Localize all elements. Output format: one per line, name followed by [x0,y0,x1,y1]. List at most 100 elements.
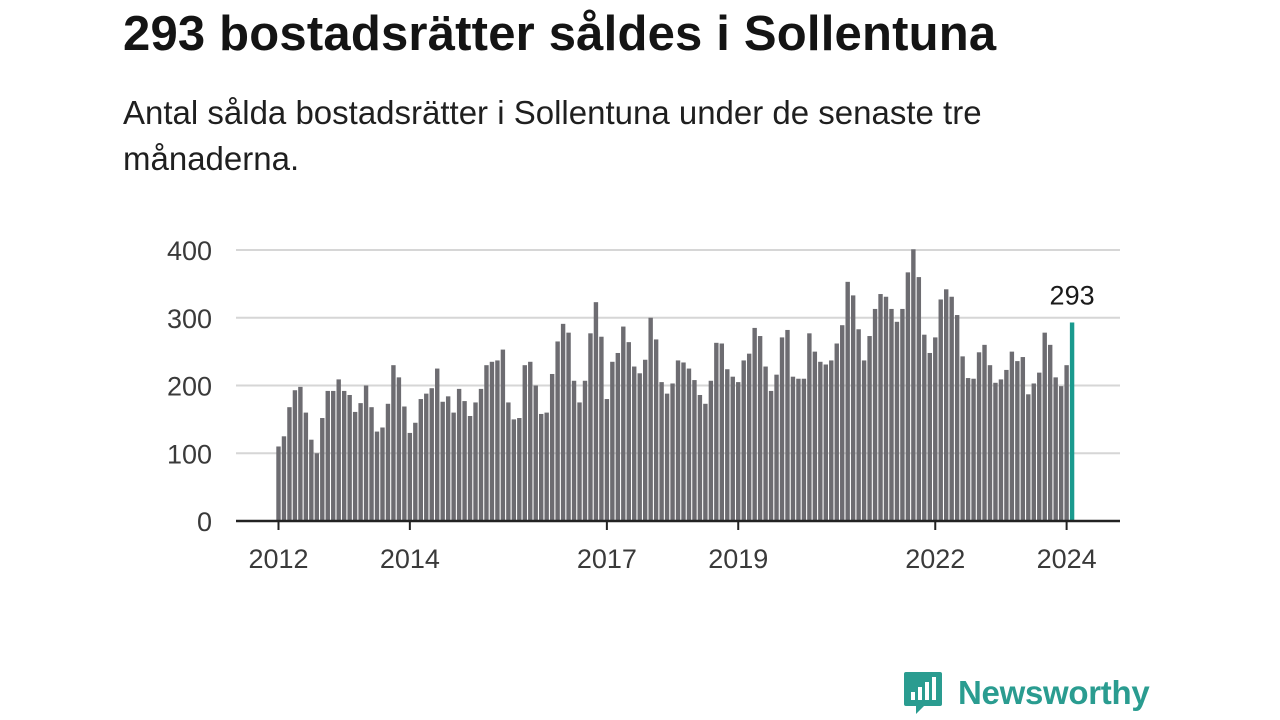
bar [1004,369,1009,521]
bar [933,337,938,521]
bar [845,281,850,521]
bar [473,402,478,521]
bar [818,361,823,521]
bar [407,432,413,521]
bar [922,334,927,521]
bar [1058,386,1064,521]
bar [993,382,998,521]
y-tick-label: 300 [167,304,212,334]
bar [347,394,352,521]
bar [982,344,987,521]
bar [960,356,965,521]
bar [380,427,385,521]
bar [763,366,768,521]
bar [642,359,648,521]
bar [867,336,872,521]
bar [298,386,303,521]
bar [435,368,440,521]
bar [856,329,861,521]
bar [369,407,374,521]
chart-subtitle: Antal sålda bostadsrätter i Sollentuna u… [123,94,982,177]
bar [484,365,489,521]
bar [582,380,588,521]
bar [456,388,462,521]
bar [719,343,725,521]
bar [1031,383,1036,521]
newsworthy-brand[interactable]: Newsworthy [902,670,1150,716]
bar [807,333,812,521]
bar [374,431,380,521]
bar [730,376,735,521]
y-tick-label: 100 [167,439,212,469]
bar [746,353,752,521]
bar [451,412,456,521]
bar [511,419,517,522]
bar [489,361,495,521]
bar [358,403,363,521]
bar [768,390,774,521]
bar [998,379,1004,521]
y-tick-label: 0 [197,507,212,537]
bar [391,365,396,521]
bar [670,383,675,521]
x-tick-label: 2017 [577,544,637,574]
bar [626,342,631,521]
bar [522,365,527,521]
bar [604,399,610,521]
bar [861,360,867,521]
bar [714,342,719,521]
bar [971,378,976,521]
bar [429,388,434,521]
bar [495,360,500,521]
bar [637,373,642,521]
bar [1009,351,1015,522]
bar [528,361,533,521]
y-tick-label: 400 [167,236,212,266]
bar [653,339,659,521]
bar [954,315,960,521]
highlight-value-label: 293 [1050,280,1095,310]
bar [276,446,281,521]
bar [577,402,582,521]
bar [325,390,330,521]
bar-highlight [1069,322,1075,521]
bar [549,373,555,521]
bar [752,327,757,521]
bar [615,352,621,521]
bar [621,326,626,521]
bar [911,249,916,521]
bar [725,369,730,521]
bar [506,402,511,521]
bar [588,333,593,521]
bar [976,352,982,521]
bar [467,415,473,521]
bar [517,418,522,521]
bar [927,352,932,521]
bar [1064,365,1069,521]
bar [686,368,692,521]
bar [413,422,418,521]
bar [757,336,763,521]
bar [790,376,796,521]
bar [418,399,423,521]
bar [440,401,445,521]
bar [462,401,467,521]
bar [801,378,807,521]
bar [900,308,905,521]
bar [555,341,560,521]
bar [894,321,900,521]
bar [779,337,785,521]
x-tick-label: 2014 [380,544,440,574]
bar [331,390,336,521]
y-tick-label: 200 [167,372,212,402]
bar [883,296,889,521]
bar [949,296,954,521]
bar [396,377,402,521]
bar [385,403,391,521]
bar [292,390,298,521]
brand-name: Newsworthy [958,674,1150,711]
bar [533,385,538,521]
bar [741,360,746,521]
bar [571,380,577,521]
